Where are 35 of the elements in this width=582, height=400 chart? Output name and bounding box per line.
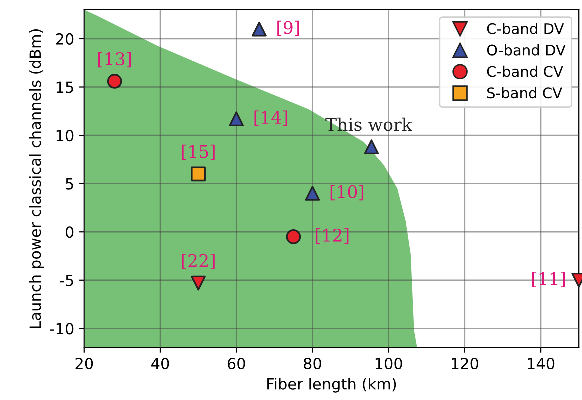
y-tick-label: 15 [56, 82, 74, 94]
annotation: [10] [330, 185, 364, 201]
annotation: [9] [278, 20, 300, 36]
point [191, 166, 206, 182]
x-tick-label: 100 [376, 358, 402, 370]
y-tick-label: 10 [56, 130, 74, 142]
annotation: [15] [182, 144, 215, 160]
point [229, 112, 244, 127]
legend-label: C-band CV [487, 66, 564, 78]
point [305, 186, 320, 201]
annotation: [22] [182, 254, 215, 270]
x-tick-label: 20 [76, 358, 94, 370]
annotation: [12] [316, 228, 349, 244]
x-tick-label: 40 [152, 358, 170, 370]
y-tick-label: 20 [56, 33, 74, 45]
x-axis-title: Fiber length (km) [268, 378, 396, 393]
legend-label: C-band DV [487, 23, 564, 34]
point [252, 22, 267, 37]
x-tick-label: 60 [228, 358, 246, 370]
y-tick-label: -10 [50, 323, 74, 335]
y-axis-title: Launch power classical channels (dBm) [29, 30, 44, 328]
x-tick-label: 140 [528, 358, 555, 370]
legend-label: S-band CV [488, 87, 562, 99]
x-tick-label: 80 [304, 358, 322, 370]
annotation: [13] [98, 52, 132, 68]
y-tick-label: -5 [60, 275, 74, 286]
x-tick-label: 120 [452, 358, 478, 370]
annotation: [11] [532, 272, 566, 288]
point [364, 140, 380, 155]
point [107, 74, 122, 89]
annotation: [14] [254, 110, 288, 126]
y-tick-label: 0 [66, 226, 74, 238]
legend-label: O-band DV [487, 44, 566, 56]
y-tick-label: 5 [66, 178, 74, 190]
point [286, 230, 302, 244]
